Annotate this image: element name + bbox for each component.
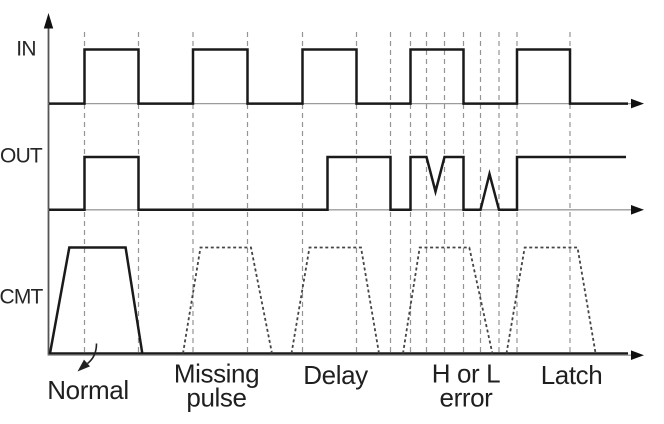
case-label-missing-pulse: Missing pulse [173, 358, 260, 413]
case-label-h-or-l-error: H or L error [431, 358, 501, 413]
out-waveform [49, 155, 626, 212]
axes [43, 13, 644, 360]
cmt-dashed-pulse-3 [505, 246, 597, 354]
case-label-normal: Normal [47, 375, 129, 406]
waveforms [48, 48, 628, 355]
signal-label-cmt: CMT [0, 285, 43, 309]
cmt-dashed-pulse-1 [290, 246, 380, 354]
cmt-normal-pulse [48, 246, 144, 354]
signal-label-out: OUT [0, 144, 43, 168]
case-label-latch: Latch [540, 359, 603, 390]
cmt-dashed-pulse-0 [182, 246, 273, 354]
signal-label-in: IN [16, 37, 36, 61]
case-label-delay: Delay [303, 359, 368, 390]
cmt-dashed-pulse-2 [402, 246, 494, 354]
in-waveform [49, 48, 628, 105]
normal-annotation-arrow [77, 343, 98, 372]
